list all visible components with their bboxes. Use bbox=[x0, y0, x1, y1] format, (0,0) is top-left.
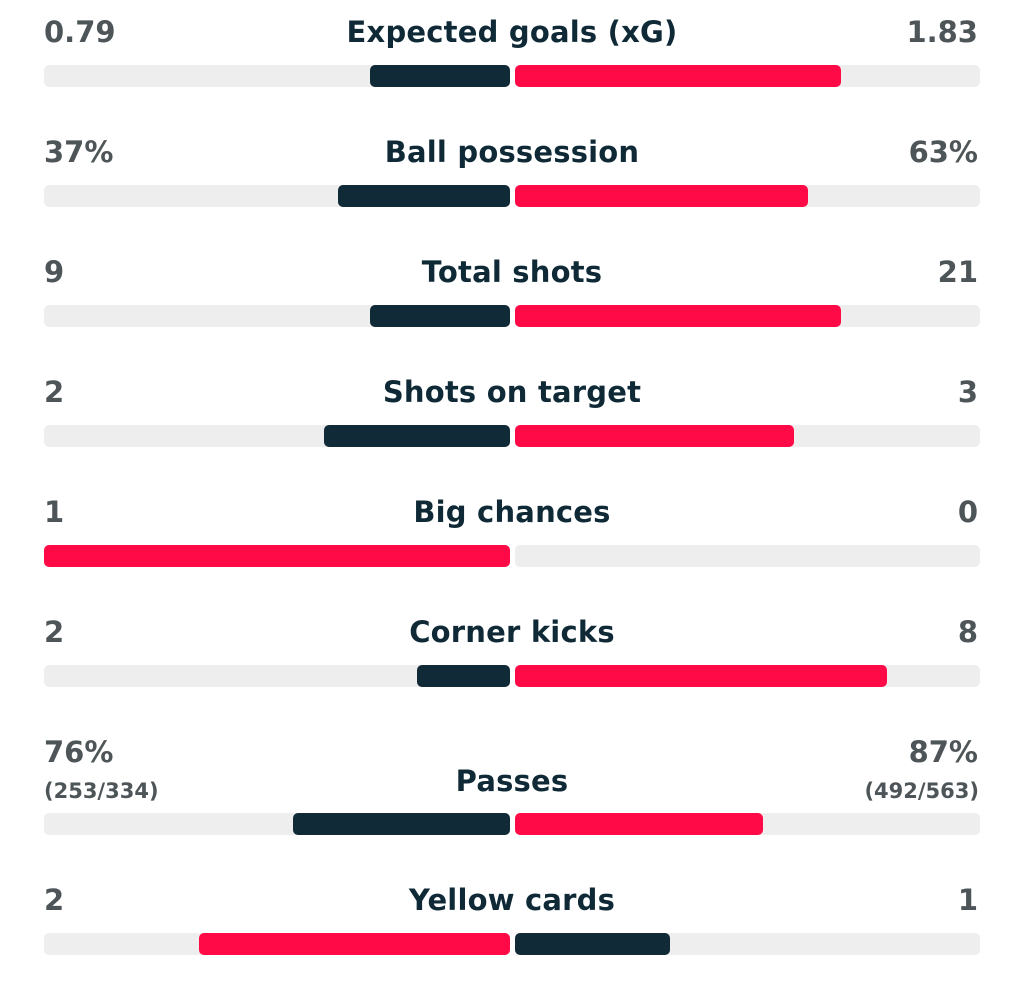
home-bar-fill bbox=[417, 665, 510, 687]
away-bar-fill bbox=[515, 65, 841, 87]
away-bar-track bbox=[515, 185, 980, 207]
stat-label: Yellow cards bbox=[408, 883, 616, 917]
home-bar-fill bbox=[199, 933, 510, 955]
away-value: 21 bbox=[937, 255, 978, 289]
away-bar-track bbox=[515, 933, 980, 955]
away-value: 0 bbox=[957, 495, 978, 529]
home-bar-track bbox=[44, 305, 510, 327]
home-value: 9 bbox=[44, 255, 65, 289]
away-bar-fill bbox=[515, 185, 808, 207]
home-value: 2 bbox=[44, 375, 65, 409]
stat-label: Shots on target bbox=[382, 375, 642, 409]
stat-label: Big chances bbox=[413, 495, 611, 529]
stat-label: Corner kicks bbox=[409, 615, 615, 649]
home-bar-track bbox=[44, 545, 510, 567]
home-bar-track bbox=[44, 665, 510, 687]
away-bar-fill bbox=[515, 813, 763, 835]
stat-label: Passes bbox=[455, 764, 569, 798]
stat-label: Expected goals (xG) bbox=[346, 15, 678, 49]
away-bar-track bbox=[515, 545, 980, 567]
stat-label: Ball possession bbox=[384, 135, 640, 169]
away-bar-fill bbox=[515, 933, 670, 955]
home-bar-fill bbox=[370, 65, 510, 87]
away-bar-track bbox=[515, 665, 980, 687]
home-bar-fill bbox=[338, 185, 510, 207]
home-value: 37% bbox=[44, 135, 114, 169]
home-bar-track bbox=[44, 813, 510, 835]
home-value: 2 bbox=[44, 615, 65, 649]
away-bar-track bbox=[515, 65, 980, 87]
away-bar-track bbox=[515, 305, 980, 327]
home-bar-fill bbox=[324, 425, 510, 447]
home-bar-track bbox=[44, 933, 510, 955]
home-detail: (253/334) bbox=[44, 779, 159, 803]
away-detail: (492/563) bbox=[864, 779, 979, 803]
home-value: 1 bbox=[44, 495, 65, 529]
home-bar-fill bbox=[44, 545, 510, 567]
away-bar-fill bbox=[515, 305, 841, 327]
away-value: 1 bbox=[957, 883, 978, 917]
home-bar-track bbox=[44, 65, 510, 87]
away-value: 1.83 bbox=[906, 15, 978, 49]
away-bar-track bbox=[515, 813, 980, 835]
away-value: 8 bbox=[957, 615, 978, 649]
away-value: 87% bbox=[908, 735, 978, 769]
away-value: 63% bbox=[908, 135, 978, 169]
home-bar-track bbox=[44, 425, 510, 447]
home-value: 76% bbox=[44, 735, 114, 769]
away-bar-track bbox=[515, 425, 980, 447]
home-bar-fill bbox=[293, 813, 510, 835]
stat-label: Total shots bbox=[421, 255, 603, 289]
home-bar-fill bbox=[370, 305, 510, 327]
home-value: 0.79 bbox=[44, 15, 116, 49]
home-bar-track bbox=[44, 185, 510, 207]
away-bar-fill bbox=[515, 665, 887, 687]
away-value: 3 bbox=[957, 375, 978, 409]
away-bar-fill bbox=[515, 425, 794, 447]
home-value: 2 bbox=[44, 883, 65, 917]
